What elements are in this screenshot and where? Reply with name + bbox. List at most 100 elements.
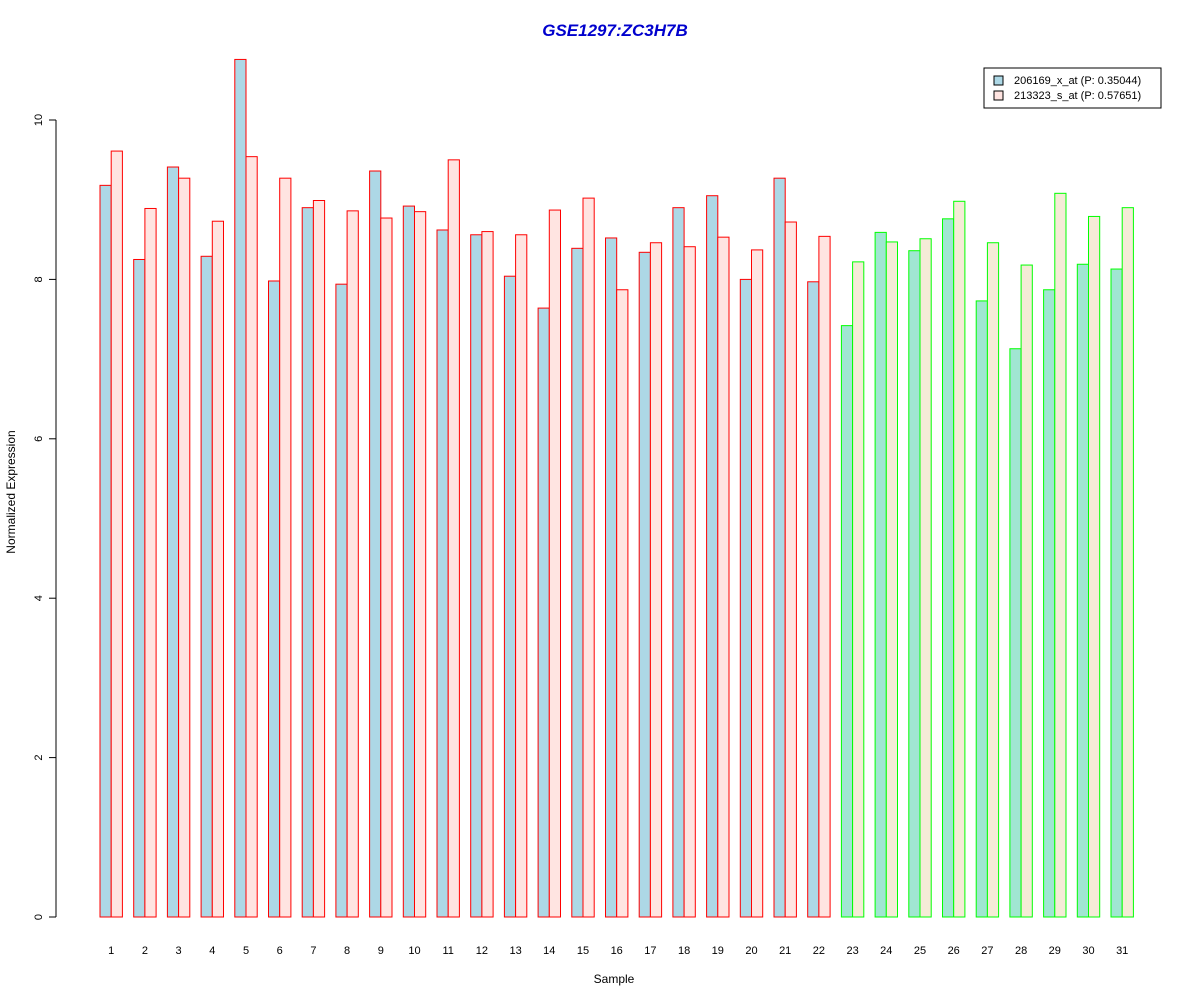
bar-sample-9-series-1	[369, 170, 382, 918]
x-tick-label-30: 30	[1082, 945, 1094, 957]
x-tick-label-4: 4	[209, 945, 215, 957]
bar-sample-29-series-1	[1043, 289, 1056, 918]
bar-sample-21-series-2	[784, 221, 797, 918]
bar-sample-4-series-2	[211, 220, 225, 918]
bar-sample-3-series-2	[178, 177, 191, 918]
bar-sample-20-series-2	[751, 249, 764, 918]
bar-sample-9-series-2	[380, 217, 393, 918]
bar-sample-13-series-1	[503, 275, 517, 918]
bar-sample-14-series-1	[537, 307, 550, 918]
bar-sample-7-series-2	[312, 200, 326, 918]
x-tick-label-10: 10	[408, 945, 420, 957]
bar-sample-8-series-1	[335, 283, 348, 918]
x-tick-label-14: 14	[543, 945, 555, 957]
x-tick-label-25: 25	[914, 945, 926, 957]
bar-sample-6-series-2	[279, 177, 292, 918]
bar-sample-18-series-1	[672, 207, 685, 918]
bar-sample-15-series-1	[571, 247, 584, 918]
x-tick-label-12: 12	[476, 945, 488, 957]
x-tick-label-3: 3	[176, 945, 182, 957]
x-tick-label-22: 22	[813, 945, 825, 957]
x-tick-label-26: 26	[948, 945, 960, 957]
bar-sample-2-series-2	[144, 207, 157, 918]
x-tick-label-27: 27	[981, 945, 993, 957]
bar-sample-3-series-1	[166, 166, 180, 918]
x-tick-label-16: 16	[611, 945, 623, 957]
bar-sample-19-series-2	[717, 236, 730, 918]
x-tick-label-13: 13	[509, 945, 521, 957]
x-tick-label-1: 1	[108, 945, 114, 957]
bar-sample-30-series-2	[1088, 215, 1101, 918]
legend-box	[983, 67, 1162, 109]
x-tick-label-23: 23	[846, 945, 858, 957]
bar-sample-24-series-1	[874, 231, 887, 918]
x-tick-label-20: 20	[745, 945, 757, 957]
legend: 206169_x_at (P: 0.35044) 213323_s_at (P: …	[983, 67, 1162, 109]
bar-sample-8-series-2	[346, 210, 359, 918]
bar-sample-11-series-1	[436, 229, 449, 918]
bar-sample-20-series-1	[739, 278, 752, 918]
bar-sample-26-series-1	[942, 218, 955, 918]
x-tick-label-31: 31	[1116, 945, 1128, 957]
legend-swatch-1	[993, 75, 1004, 86]
bar-sample-18-series-2	[683, 246, 696, 918]
bar-sample-5-series-2	[245, 156, 258, 918]
y-axis-label: Normalized Expression	[4, 430, 18, 553]
bar-sample-22-series-2	[818, 235, 831, 918]
y-axis: 0 2 4 6 8 10	[33, 114, 57, 920]
y-tick-label: 2	[33, 755, 45, 761]
bar-sample-19-series-1	[706, 195, 719, 918]
y-tick-label: 10	[33, 114, 45, 126]
x-tick-label-21: 21	[779, 945, 791, 957]
bar-sample-16-series-2	[616, 289, 629, 918]
bar-sample-28-series-2	[1020, 264, 1033, 918]
y-tick-label: 4	[33, 595, 45, 601]
bar-sample-5-series-1	[234, 58, 247, 918]
x-tick-label-24: 24	[880, 945, 892, 957]
bar-sample-17-series-1	[638, 251, 651, 918]
bar-sample-23-series-1	[840, 325, 854, 918]
bar-sample-26-series-2	[953, 200, 966, 918]
bar-sample-15-series-2	[582, 197, 595, 918]
bar-sample-11-series-2	[447, 159, 460, 918]
x-tick-label-7: 7	[310, 945, 316, 957]
x-tick-label-19: 19	[712, 945, 724, 957]
bar-sample-27-series-1	[975, 300, 988, 918]
x-tick-label-8: 8	[344, 945, 350, 957]
x-tick-label-29: 29	[1049, 945, 1061, 957]
bar-sample-31-series-1	[1110, 268, 1123, 918]
bar-sample-13-series-2	[515, 234, 528, 918]
bar-sample-24-series-2	[885, 241, 898, 918]
y-tick-label: 6	[33, 436, 45, 442]
x-tick-label-9: 9	[378, 945, 384, 957]
x-tick-label-5: 5	[243, 945, 249, 957]
bar-sample-23-series-2	[852, 261, 865, 918]
bar-sample-17-series-2	[649, 242, 663, 918]
bar-sample-21-series-1	[773, 177, 786, 918]
bar-sample-31-series-2	[1121, 207, 1134, 918]
bar-sample-14-series-2	[548, 209, 561, 918]
y-tick-label: 8	[33, 276, 45, 282]
x-tick-labels: 1 2 3 4 5 6 7 8 9 10 11 12 13 14 15 16 17 18 19 20 21 22 23 24 2…	[108, 945, 1128, 957]
legend-swatch-2	[993, 90, 1004, 101]
bar-sample-12-series-1	[470, 234, 483, 918]
legend-label-2: 213323_s_at (P: 0.57651)	[1014, 90, 1141, 102]
bar-sample-4-series-1	[200, 255, 213, 918]
x-tick-label-6: 6	[277, 945, 283, 957]
bar-sample-30-series-1	[1076, 263, 1090, 918]
bar-sample-2-series-1	[133, 258, 146, 918]
bars	[99, 58, 1134, 918]
bar-sample-6-series-1	[268, 280, 281, 918]
bar-sample-7-series-1	[301, 207, 314, 918]
bar-sample-1-series-2	[110, 150, 123, 918]
bar-sample-10-series-1	[402, 205, 415, 918]
bar-sample-12-series-2	[481, 231, 494, 918]
bar-sample-16-series-1	[605, 237, 618, 918]
bar-sample-29-series-2	[1054, 192, 1067, 918]
bar-sample-28-series-1	[1009, 348, 1022, 918]
legend-label-1: 206169_x_at (P: 0.35044)	[1014, 75, 1141, 87]
x-tick-label-2: 2	[142, 945, 148, 957]
y-tick-label: 0	[33, 914, 45, 920]
x-tick-label-28: 28	[1015, 945, 1027, 957]
